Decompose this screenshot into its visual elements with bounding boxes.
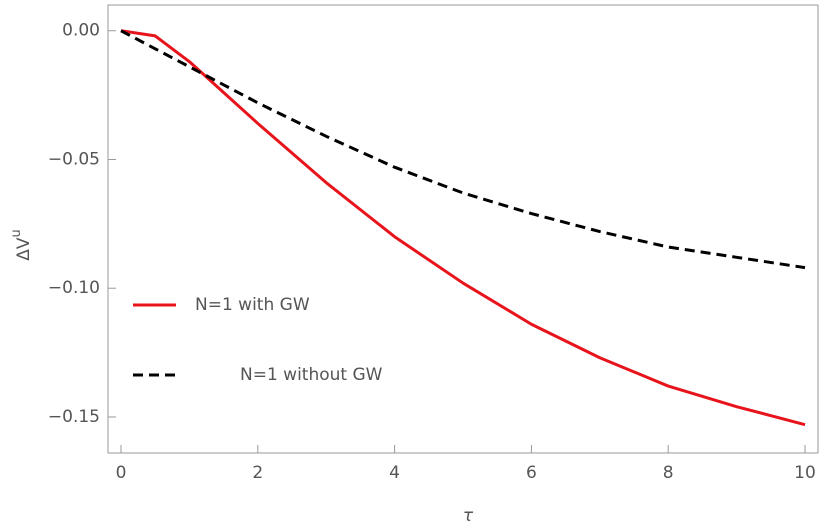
legend-label: N=1 without GW xyxy=(240,365,383,385)
x-tick-label: 6 xyxy=(526,463,537,483)
y-tick-label: −0.10 xyxy=(48,278,100,298)
y-tick-label: −0.15 xyxy=(48,407,100,427)
legend-label: N=1 with GW xyxy=(195,295,310,315)
x-tick-label: 4 xyxy=(389,463,400,483)
y-axis-label-sup: u xyxy=(9,229,24,237)
x-tick-label: 10 xyxy=(794,463,816,483)
series-line xyxy=(120,29,806,270)
series-line xyxy=(120,29,806,427)
x-tick-label: 8 xyxy=(663,463,674,483)
plot-frame xyxy=(107,4,819,454)
x-tick-label: 0 xyxy=(116,463,127,483)
y-tick-label: −0.05 xyxy=(48,149,100,169)
y-axis-label-main: ΔV xyxy=(14,237,34,261)
y-tick-label: 0.00 xyxy=(62,21,100,41)
x-tick-label: 2 xyxy=(252,463,263,483)
x-axis-label: τ xyxy=(463,506,474,526)
y-axis-label: ΔVu xyxy=(9,229,35,261)
